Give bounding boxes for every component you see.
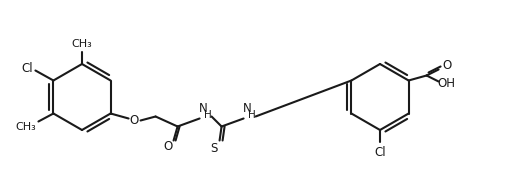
- Text: H: H: [248, 109, 255, 119]
- Text: H: H: [204, 109, 211, 119]
- Text: CH₃: CH₃: [71, 39, 92, 49]
- Text: OH: OH: [438, 77, 455, 90]
- Text: Cl: Cl: [374, 146, 386, 159]
- Text: N: N: [199, 102, 208, 115]
- Text: O: O: [129, 114, 138, 127]
- Text: O: O: [163, 140, 172, 153]
- Text: N: N: [243, 102, 252, 115]
- Text: CH₃: CH₃: [15, 122, 36, 132]
- Text: O: O: [442, 59, 451, 72]
- Text: S: S: [210, 142, 217, 155]
- Text: Cl: Cl: [22, 62, 33, 75]
